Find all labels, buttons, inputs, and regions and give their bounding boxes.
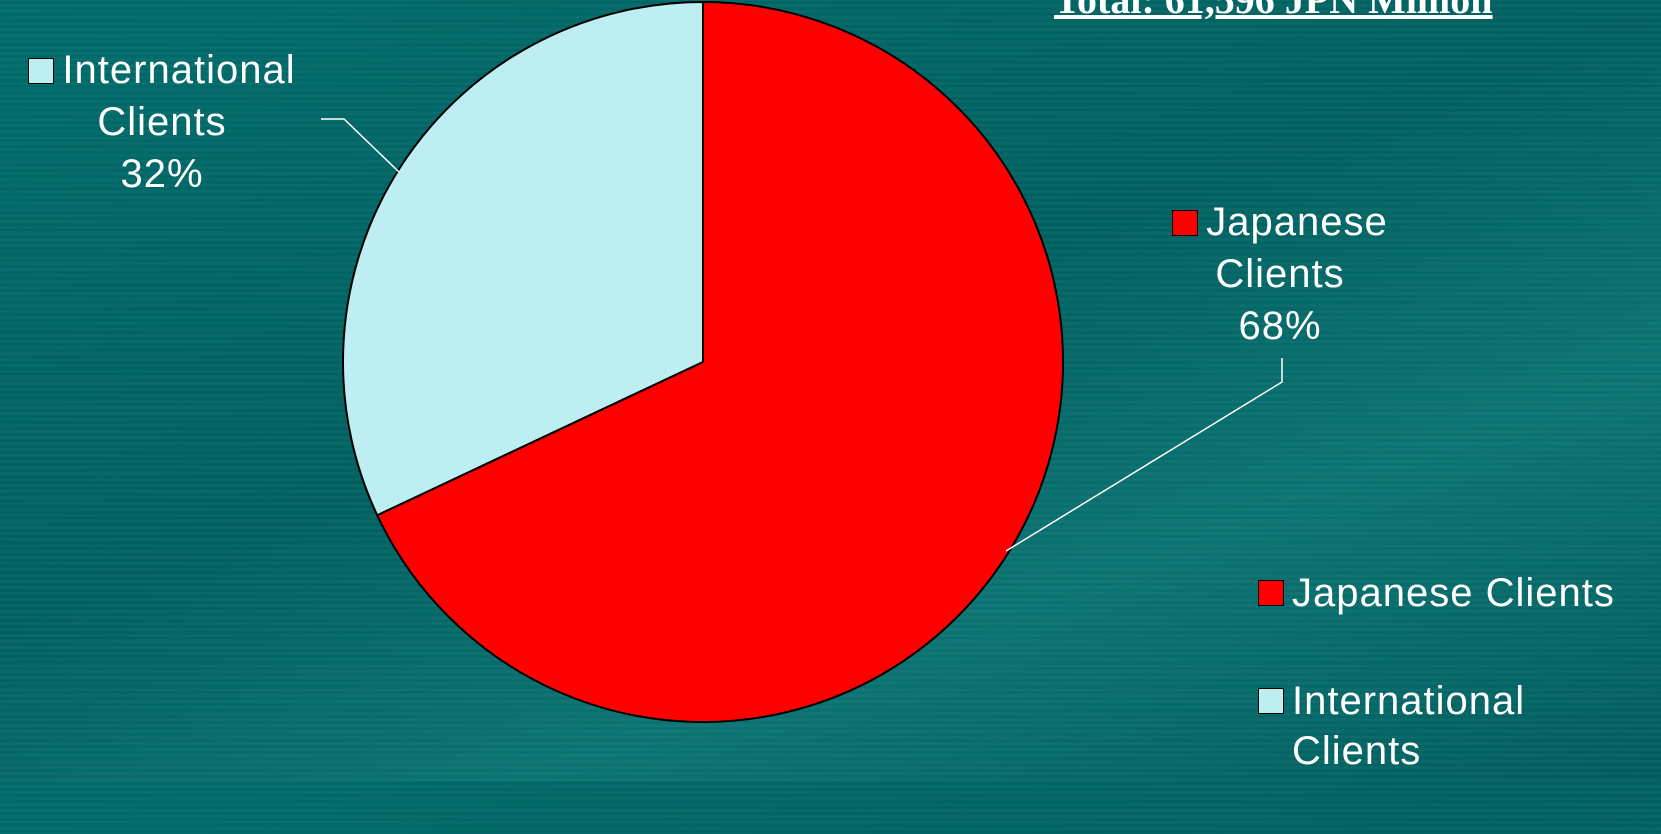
label-value: 68% [1238,304,1322,348]
leader-line [1005,358,1283,552]
label-key [28,58,55,84]
legend-item: International Clients [1258,676,1661,776]
legend-key [1258,580,1284,606]
data-label: Japanese Clients 68% [1150,196,1410,352]
legend-label: International Clients [1292,679,1526,773]
label-category: International Clients [62,48,296,144]
page: Total: 61,596 JPN Million International … [0,0,1661,781]
chart-title: Total: 61,596 JPN Million [1054,0,1493,23]
leader-line [321,118,400,173]
pie-slice [375,0,1064,723]
chart [321,0,1283,723]
legend: Japanese Clients International Clients [1258,568,1661,834]
legend-item: Japanese Clients [1258,568,1661,618]
label-value: 32% [120,152,204,196]
legend-key [1258,688,1284,714]
legend-label: Japanese Clients [1292,571,1615,615]
label-key [1172,210,1199,236]
label-category: Japanese Clients [1206,200,1388,296]
data-label: International Clients 32% [2,44,322,200]
pie-slice [342,0,704,517]
